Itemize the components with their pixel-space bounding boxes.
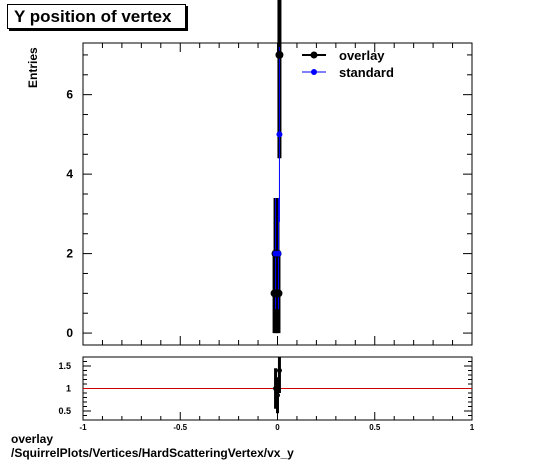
ratio-y-tick-label: 0.5 — [58, 406, 71, 416]
legend-standard-label: standard — [339, 65, 394, 80]
main-y-tick-label: 4 — [66, 167, 73, 181]
legend: overlay standard — [302, 48, 394, 80]
ratio-x-tick-label: -0.5 — [173, 423, 187, 432]
standard-point — [276, 131, 283, 138]
ratio-y-tick-labels: 0.5 1 1.5 — [58, 361, 71, 416]
footer-path: /SquirrelPlots/Vertices/HardScatteringVe… — [11, 446, 294, 460]
overlay-point — [275, 50, 284, 59]
legend-overlay-marker — [310, 51, 318, 59]
legend-standard-marker — [311, 69, 317, 75]
chart-title: Y position of vertex — [14, 7, 172, 26]
ratio-x-tick-label: 0 — [275, 423, 280, 432]
legend-overlay-label: overlay — [339, 48, 385, 63]
standard-point — [275, 250, 282, 257]
overlay-point — [274, 289, 283, 298]
main-y-tick-label: 2 — [66, 247, 73, 261]
ratio-point — [276, 368, 282, 373]
chart-title-box: Y position of vertex — [7, 4, 186, 29]
y-axis-label: Entries — [26, 47, 40, 88]
ratio-axis-ticks — [82, 361, 473, 420]
main-y-tick-label: 0 — [66, 326, 73, 340]
ratio-x-tick-label: 0.5 — [369, 423, 381, 432]
ratio-x-tick-labels: -1 -0.5 0 0.5 1 — [79, 423, 474, 432]
ratio-point — [275, 392, 280, 398]
ratio-y-tick-label: 1 — [66, 384, 71, 394]
main-series-markers — [270, 0, 284, 334]
ratio-x-tick-label: -1 — [79, 423, 87, 432]
ratio-x-tick-label: 1 — [470, 423, 475, 432]
main-y-tick-labels: 0 2 4 6 — [66, 88, 73, 340]
ratio-markers — [273, 357, 282, 414]
main-y-tick-label: 6 — [66, 88, 73, 102]
footer-label: overlay — [11, 432, 54, 446]
ratio-y-tick-label: 1.5 — [58, 361, 71, 371]
